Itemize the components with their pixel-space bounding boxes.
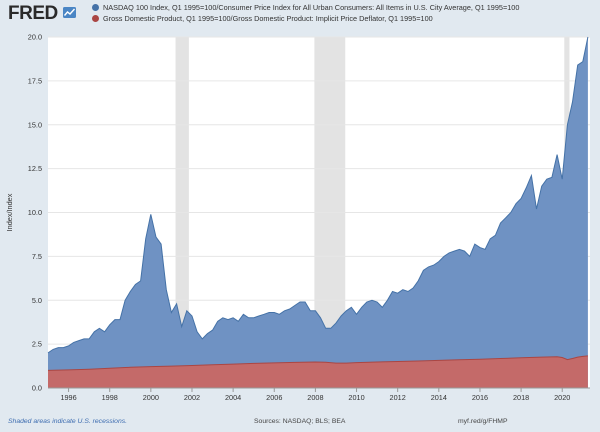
y-tick-label-5: 12.5 <box>28 164 42 173</box>
legend-item-gdp[interactable]: Gross Domestic Product, Q1 1995=100/Gros… <box>92 13 519 24</box>
x-tick-label-3: 2002 <box>184 393 200 402</box>
recession-note: Shaded areas indicate U.S. recessions. <box>8 418 128 425</box>
y-tick-label-4: 10.0 <box>28 208 42 217</box>
short-url-link[interactable]: myf.red/g/FHMP <box>458 418 508 425</box>
legend-label-nasdaq: NASDAQ 100 Index, Q1 1995=100/Consumer P… <box>103 3 520 12</box>
line-chart-icon <box>63 7 76 18</box>
x-tick-label-12: 2020 <box>554 393 570 402</box>
x-tick-label-11: 2018 <box>513 393 529 402</box>
legend-item-nasdaq[interactable]: NASDAQ 100 Index, Q1 1995=100/Consumer P… <box>92 2 519 13</box>
sources-text: Sources: NASDAQ; BLS; BEA <box>254 418 346 425</box>
series-line-1 <box>47 355 588 371</box>
x-tick-label-2: 2000 <box>143 393 159 402</box>
x-tick-label-8: 2012 <box>390 393 406 402</box>
x-tick-label-0: 1996 <box>60 393 76 402</box>
legend-marker-gdp <box>92 15 99 22</box>
y-tick-label-6: 15.0 <box>28 120 42 129</box>
y-axis-label: Index/Index <box>5 193 14 231</box>
legend: NASDAQ 100 Index, Q1 1995=100/Consumer P… <box>92 2 519 24</box>
fred-logo[interactable]: FRED <box>8 3 58 24</box>
legend-label-gdp: Gross Domestic Product, Q1 1995=100/Gros… <box>103 14 433 23</box>
legend-marker-nasdaq <box>92 4 99 11</box>
y-tick-label-0: 0.0 <box>32 384 42 393</box>
y-tick-label-8: 20.0 <box>28 33 42 42</box>
series-line-0 <box>47 36 589 354</box>
y-tick-label-1: 2.5 <box>32 340 42 349</box>
x-tick-label-7: 2010 <box>348 393 364 402</box>
y-tick-label-3: 7.5 <box>32 252 42 261</box>
x-tick-label-4: 2004 <box>225 393 241 402</box>
chart-header: FRED NASDAQ 100 Index, Q1 1995=100/Consu… <box>0 0 600 32</box>
y-tick-label-2: 5.0 <box>32 296 42 305</box>
x-tick-label-5: 2006 <box>266 393 282 402</box>
x-tick-label-10: 2016 <box>472 393 488 402</box>
y-tick-label-7: 17.5 <box>28 76 42 85</box>
x-tick-label-6: 2008 <box>307 393 323 402</box>
series-area-0 <box>48 37 588 388</box>
series-area-1 <box>48 355 588 388</box>
x-tick-label-9: 2014 <box>431 393 447 402</box>
x-tick-label-1: 1998 <box>102 393 118 402</box>
